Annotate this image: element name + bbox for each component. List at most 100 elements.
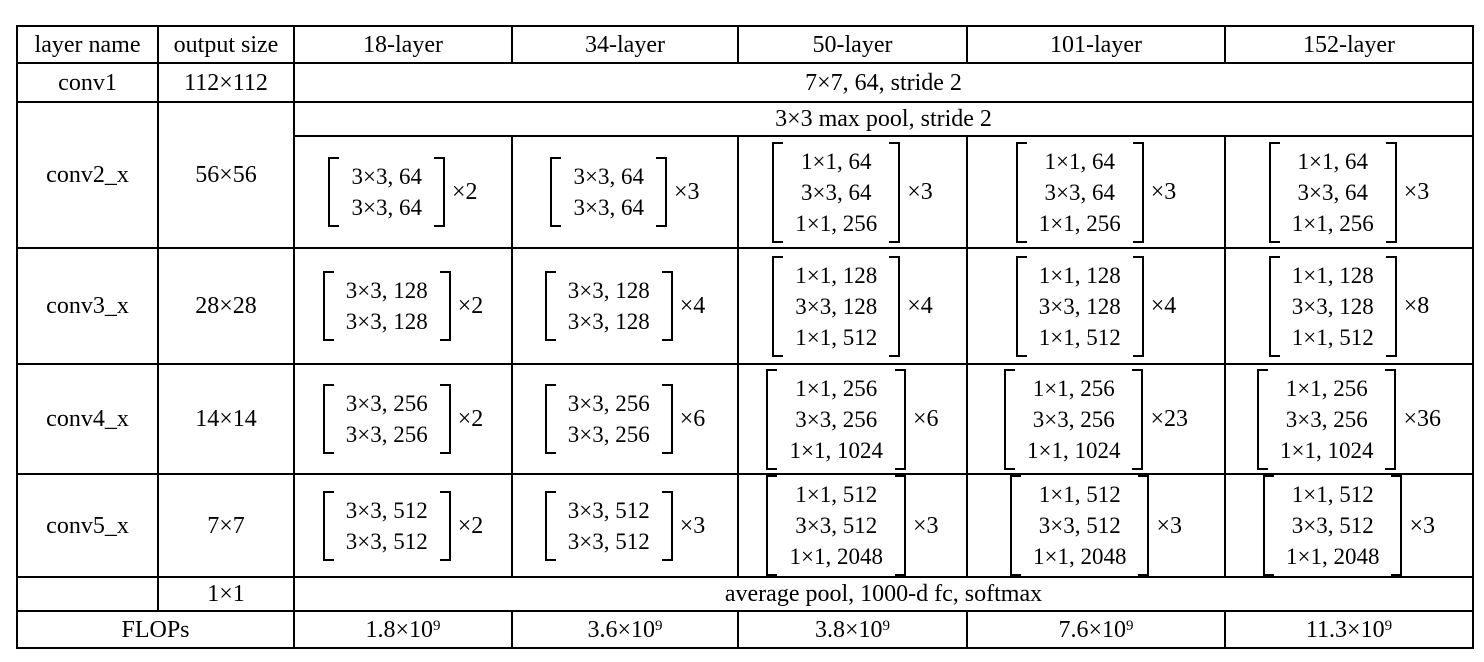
- block-multiplier: ×3: [1156, 512, 1183, 539]
- flops-value-34layer: 3.6×109: [511, 610, 739, 649]
- right-bracket: [439, 384, 451, 454]
- block-multiplier: ×4: [679, 293, 706, 319]
- left-bracket: [550, 157, 562, 227]
- right-bracket: [1385, 141, 1397, 243]
- conv-spec-line: 1×1, 2048: [1032, 544, 1127, 569]
- flops-value-101layer: 7.6×109: [966, 610, 1226, 649]
- conv4-name: conv4_x: [16, 363, 159, 475]
- conv-spec-line: 3×3, 256: [567, 422, 650, 447]
- block-multiplier: ×3: [679, 512, 706, 539]
- conv5-block-34layer: 3×3, 512 3×3, 512 ×3: [511, 473, 739, 578]
- right-bracket: [1138, 476, 1150, 575]
- conv-spec-line: 1×1, 64: [1044, 148, 1115, 174]
- avgpool-row: 1×1 average pool, 1000-d fc, softmax: [16, 576, 1474, 612]
- conv-spec-line: 3×3, 128: [1291, 293, 1374, 319]
- conv5-block-18layer: 3×3, 512 3×3, 512 ×2: [293, 473, 513, 578]
- conv-spec-line: 3×3, 64: [573, 195, 644, 220]
- right-bracket: [1132, 255, 1144, 357]
- conv-spec-line: 3×3, 64: [351, 195, 422, 220]
- conv4-block-152layer: 1×1, 256 3×3, 256 1×1, 1024 ×36: [1224, 363, 1474, 475]
- right-bracket: [655, 157, 667, 227]
- conv2-name: conv2_x: [16, 101, 159, 249]
- avgpool-output-size: 1×1: [157, 576, 295, 612]
- conv-spec-line: 3×3, 256: [345, 391, 428, 416]
- conv3-block-101layer: 1×1, 128 3×3, 128 1×1, 512 ×4: [966, 247, 1226, 365]
- conv-spec-line: 3×3, 512: [345, 528, 428, 554]
- conv-spec-line: 1×1, 256: [1038, 210, 1121, 236]
- conv4-block-50layer: 1×1, 256 3×3, 256 1×1, 1024 ×6: [737, 363, 968, 475]
- column-header-18-layer: 18-layer: [293, 25, 513, 64]
- right-bracket: [433, 157, 445, 227]
- column-header-34-layer: 34-layer: [511, 25, 739, 64]
- left-bracket: [544, 384, 556, 454]
- avgpool-empty-cell: [16, 576, 159, 612]
- header-row: layer name output size 18-layer 34-layer…: [16, 25, 1474, 64]
- flops-base: 1.8×10: [365, 616, 434, 643]
- conv-spec-line: 3×3, 64: [351, 164, 422, 189]
- conv3-output-size: 28×28: [157, 247, 295, 365]
- left-bracket: [766, 476, 778, 575]
- conv-spec-line: 1×1, 512: [1038, 482, 1121, 507]
- conv-spec-line: 3×3, 64: [1044, 179, 1115, 205]
- conv-spec-line: 1×1, 64: [1297, 148, 1368, 174]
- right-bracket: [1385, 255, 1397, 357]
- block-multiplier: ×2: [457, 406, 484, 432]
- conv5-output-size: 7×7: [157, 473, 295, 578]
- conv-spec-line: 1×1, 1024: [1026, 437, 1121, 463]
- conv-spec-line: 3×3, 512: [567, 497, 650, 523]
- avgpool-spec: average pool, 1000-d fc, softmax: [293, 576, 1474, 612]
- block-multiplier: ×36: [1403, 406, 1442, 432]
- right-bracket: [439, 490, 451, 561]
- right-bracket: [894, 476, 906, 575]
- left-bracket: [544, 271, 556, 341]
- flops-value-152layer: 11.3×109: [1224, 610, 1474, 649]
- flops-value-18layer: 1.8×109: [293, 610, 513, 649]
- right-bracket: [1132, 368, 1144, 470]
- block-multiplier: ×3: [912, 512, 939, 539]
- flops-exponent: 9: [655, 617, 663, 634]
- flops-base: 11.3×10: [1305, 616, 1385, 643]
- conv4-output-size: 14×14: [157, 363, 295, 475]
- right-bracket: [661, 271, 673, 341]
- conv-spec-line: 3×3, 64: [800, 179, 872, 205]
- column-header-152-layer: 152-layer: [1224, 25, 1474, 64]
- conv-spec-line: 3×3, 128: [345, 278, 428, 303]
- block-multiplier: ×2: [457, 512, 484, 539]
- conv-spec-line: 1×1, 256: [795, 210, 878, 236]
- conv-spec-line: 1×1, 512: [795, 324, 878, 350]
- left-bracket: [544, 490, 556, 561]
- conv-spec-line: 3×3, 256: [345, 422, 428, 447]
- flops-exponent: 9: [882, 617, 891, 634]
- flops-base: 3.6×10: [587, 616, 656, 643]
- conv-spec-line: 3×3, 128: [345, 309, 428, 334]
- conv-spec-line: 3×3, 512: [345, 497, 428, 523]
- conv1-output-size: 112×112: [157, 62, 295, 103]
- conv4-block-101layer: 1×1, 256 3×3, 256 1×1, 1024 ×23: [966, 363, 1226, 475]
- conv2-block-152layer: 1×1, 64 3×3, 64 1×1, 256 ×3: [1224, 135, 1474, 249]
- conv2-pool-row: conv2_x 56×56 3×3 max pool, stride 2: [16, 101, 1474, 249]
- conv-spec-line: 1×1, 128: [1038, 262, 1121, 288]
- left-bracket: [766, 368, 778, 470]
- conv3-name: conv3_x: [16, 247, 159, 365]
- conv1-row: conv1 112×112 7×7, 64, stride 2: [16, 62, 1474, 103]
- conv-spec-line: 1×1, 256: [795, 375, 878, 401]
- conv2-block-101layer: 1×1, 64 3×3, 64 1×1, 256 ×3: [966, 135, 1226, 249]
- flops-row: FLOPs 1.8×109 3.6×109 3.8×109 7.6×109 11…: [16, 610, 1474, 649]
- left-bracket: [322, 490, 334, 561]
- conv-spec-line: 3×3, 256: [1285, 406, 1368, 432]
- flops-base: 3.8×10: [814, 616, 883, 643]
- conv-spec-line: 1×1, 128: [1291, 262, 1374, 288]
- conv-spec-line: 3×3, 128: [795, 293, 878, 319]
- conv2-block-50layer: 1×1, 64 3×3, 64 1×1, 256 ×3: [737, 135, 968, 249]
- block-multiplier: ×3: [1409, 512, 1436, 539]
- conv2-blocks-row: 3×3, 64 3×3, 64 ×2 3×3, 64 3×3, 64 ×3: [17, 135, 1474, 249]
- conv3-block-50layer: 1×1, 128 3×3, 128 1×1, 512 ×4: [737, 247, 968, 365]
- conv-spec-line: 1×1, 256: [1032, 375, 1115, 401]
- conv2-output-size: 56×56: [157, 101, 295, 249]
- right-bracket: [439, 271, 451, 341]
- conv-spec-line: 1×1, 512: [1038, 324, 1121, 350]
- conv3-block-34layer: 3×3, 128 3×3, 128 ×4: [511, 247, 739, 365]
- right-bracket: [889, 141, 901, 243]
- conv5-row: conv5_x 7×7 3×3, 512 3×3, 512 ×2 3×3, 51…: [16, 473, 1474, 578]
- conv-spec-line: 1×1, 256: [1291, 210, 1374, 236]
